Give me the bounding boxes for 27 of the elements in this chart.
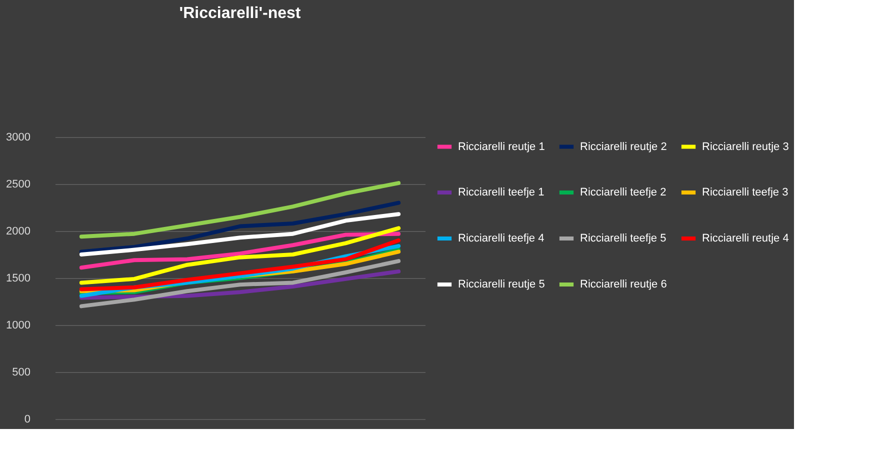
line-series: [79, 226, 401, 285]
y-tick-label: 0: [24, 414, 30, 426]
y-tick-label: 2500: [6, 178, 30, 190]
line-series: [79, 238, 401, 292]
legend-label: Ricciarelli reutje 5: [458, 278, 545, 290]
legend-label: Ricciarelli teefje 4: [458, 232, 544, 244]
y-tick-label: 500: [12, 366, 30, 378]
legend-label: Ricciarelli reutje 1: [458, 140, 545, 153]
legend-label: Ricciarelli reutje 4: [702, 232, 789, 244]
y-tick-label: 3000: [6, 132, 30, 144]
chart-title: 'Ricciarelli'-nest: [179, 5, 302, 22]
y-tick-label: 1500: [6, 272, 30, 284]
line-series: [79, 181, 401, 239]
legend-label: Ricciarelli teefje 3: [702, 186, 788, 198]
line-series: [79, 212, 401, 256]
legend-label: Ricciarelli reutje 3: [702, 140, 789, 153]
y-tick-label: 2000: [6, 226, 30, 238]
legend-label: Ricciarelli reutje 2: [580, 140, 667, 153]
legend-label: Ricciarelli teefje 1: [458, 186, 544, 198]
line-series: [79, 232, 401, 270]
line-series: [79, 200, 401, 254]
line-series: [79, 259, 401, 308]
legend-label: Ricciarelli teefje 2: [580, 186, 666, 198]
line-series: [79, 269, 401, 300]
y-tick-label: 1000: [6, 320, 30, 332]
legend-label: Ricciarelli teefje 5: [580, 232, 666, 244]
legend-label: Ricciarelli reutje 6: [580, 278, 667, 290]
